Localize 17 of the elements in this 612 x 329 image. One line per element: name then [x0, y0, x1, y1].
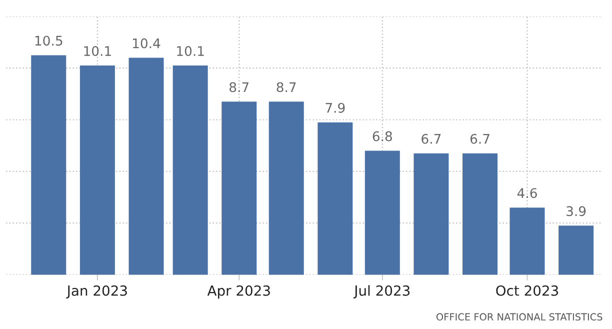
data-label: 10.4 [133, 38, 160, 48]
x-tick-label: Jul 2023 [353, 285, 410, 298]
data-label: 10.5 [35, 36, 62, 46]
data-label: 10.1 [84, 46, 111, 56]
x-tick-label: Apr 2023 [207, 285, 270, 299]
data-label: 6.7 [422, 134, 441, 144]
x-tick-label: Jan 2023 [66, 285, 127, 298]
data-label: 3.9 [566, 206, 586, 216]
data-label: 7.9 [326, 102, 345, 113]
text: OFFICE FOR NATIONAL STATISTICS [436, 313, 602, 321]
x-tick-label: Oct 2023 [496, 285, 558, 296]
data-label: 6.7 [470, 134, 490, 144]
data-label: 6.8 [372, 131, 392, 142]
data-label: 10.1 [177, 46, 204, 56]
data-label: 4.6 [517, 188, 537, 198]
data-label: 8.7 [230, 82, 248, 92]
data-label: 8.7 [276, 82, 296, 92]
